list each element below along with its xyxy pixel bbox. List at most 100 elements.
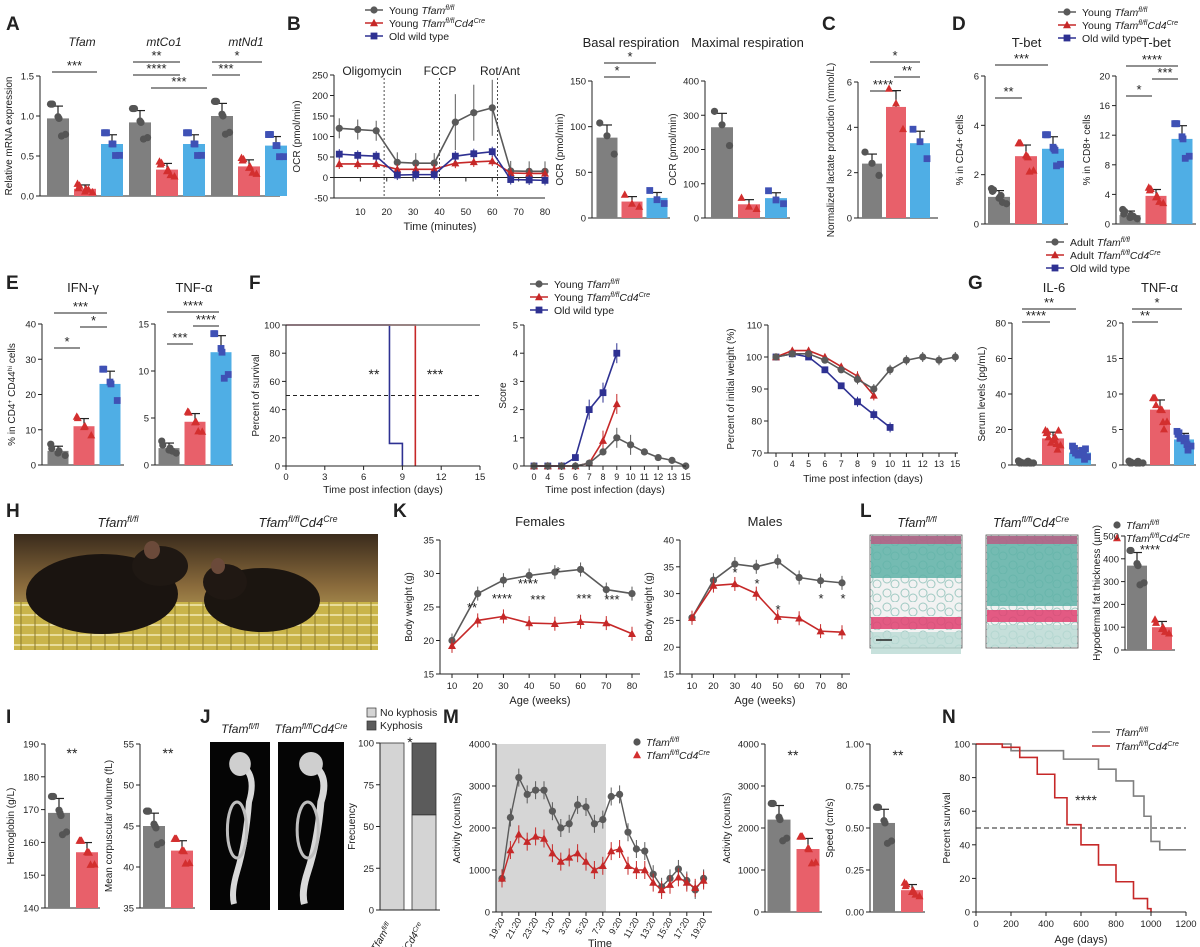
- x-tick-label: 20: [708, 681, 719, 692]
- marker-square: [1051, 146, 1059, 154]
- marker-triangle: [730, 579, 739, 588]
- chart-title: Females: [515, 514, 565, 529]
- bar: [873, 822, 895, 912]
- panel-C: *******: [870, 48, 920, 92]
- marker-triangle: [1146, 184, 1155, 193]
- marker-square: [1080, 451, 1087, 458]
- y-tick-label: 40: [269, 405, 280, 416]
- marker-square: [1074, 451, 1082, 459]
- x-tick-label: 3: [322, 472, 327, 483]
- skull: [229, 752, 251, 776]
- marker-circle: [219, 112, 227, 120]
- legend-entry: Tfamfl/fl: [1115, 726, 1148, 739]
- marker-triangle: [506, 168, 515, 177]
- significance-stars: ****: [1026, 308, 1046, 323]
- x-tick-label: 15: [475, 472, 486, 483]
- y-tick-label: 60: [269, 377, 280, 388]
- y-axis-label: Activity (counts): [452, 793, 463, 864]
- panel-letter-I: I: [6, 707, 11, 728]
- marker-square: [923, 155, 931, 163]
- marker-circle: [731, 560, 739, 568]
- marker-triangle: [192, 417, 200, 425]
- marker-triangle: [75, 181, 84, 189]
- marker-square: [211, 330, 219, 338]
- marker-square: [599, 389, 607, 397]
- marker-circle: [1129, 212, 1137, 220]
- x-tick-label: 12: [918, 459, 928, 469]
- axes-F3: 70 80 90 100 110 Percent of initial weight (%…: [726, 321, 958, 460]
- marker-triangle: [869, 391, 878, 399]
- y-tick-label: 4000: [469, 740, 490, 751]
- bar: [621, 201, 643, 218]
- y-axis-label: Hypodermal fat thickness (µm): [1092, 525, 1103, 661]
- y-tick-label: 10: [138, 367, 149, 378]
- bars-G2: [1125, 393, 1195, 467]
- x-axis-label: Time post infection (days): [545, 484, 665, 496]
- y-tick-label: 300: [683, 111, 699, 122]
- muscle-layer: [871, 617, 961, 629]
- marker-circle: [393, 158, 401, 166]
- marker-triangle: [1153, 191, 1161, 200]
- marker-circle: [607, 792, 615, 801]
- marker-triangle: [1016, 138, 1025, 147]
- x-tick-label: 12: [653, 472, 663, 482]
- bars-C: [861, 84, 931, 218]
- marker-triangle: [666, 880, 674, 888]
- significance-stars: **: [151, 48, 161, 63]
- y-tick-label: 5: [144, 414, 149, 425]
- marker-square: [854, 398, 861, 406]
- marker-square: [220, 374, 228, 382]
- x-tick-label: 5:20: [573, 916, 590, 936]
- marker-square: [772, 196, 780, 204]
- x-tick-label: 20: [381, 207, 392, 218]
- y-tick-label: 200: [1103, 600, 1119, 611]
- marker-square: [412, 171, 420, 179]
- marker-circle: [886, 366, 894, 374]
- x-tick-label: 10: [626, 472, 636, 482]
- axes-J: 0 25 50 75 100 Frecuency: [347, 739, 440, 917]
- y-axis-label: Speed (cm/s): [825, 798, 836, 857]
- y-tick-label: 100: [683, 179, 699, 190]
- marker-triangle: [1161, 627, 1169, 635]
- x-tick-label: 0: [773, 459, 778, 469]
- marker-circle: [48, 100, 57, 108]
- marker-triangle: [531, 832, 540, 840]
- bars-A0: [46, 100, 123, 196]
- skeleton-spine: [299, 758, 328, 905]
- marker-circle: [1063, 8, 1071, 16]
- marker-square: [116, 151, 123, 159]
- y-tick-label: 16: [1099, 101, 1110, 112]
- y-axis-label: OCR (pmol/min): [668, 113, 679, 185]
- marker-square: [1179, 135, 1187, 143]
- y-axis-label: OCR (pmol/min): [292, 100, 303, 172]
- x-tick-label: 10: [687, 681, 698, 692]
- y-tick-label: 45: [123, 822, 134, 833]
- ribcage: [225, 800, 249, 860]
- marker-circle: [470, 109, 478, 117]
- chart-title: IL-6: [1043, 280, 1065, 295]
- significance-stars: *: [234, 48, 239, 63]
- marker-circle: [1128, 459, 1136, 467]
- axes-B1: -50 0 50 100 150 200 250 OCR (pmol/min): [292, 71, 545, 205]
- significance-stars: *: [407, 734, 413, 750]
- significance-stars: **: [893, 747, 904, 763]
- marker-circle: [599, 448, 607, 456]
- x-axis-label: Time (minutes): [404, 221, 477, 233]
- marker-circle: [574, 801, 582, 809]
- marker-triangle: [164, 165, 172, 173]
- marker-circle: [868, 159, 876, 167]
- marker-circle: [795, 573, 803, 582]
- marker-square: [224, 371, 232, 378]
- marker-square: [107, 380, 115, 388]
- marker-square: [1187, 442, 1195, 450]
- legend-swatch: [366, 707, 377, 718]
- marker-triangle: [674, 873, 683, 881]
- y-axis-label: Percent survival: [942, 792, 953, 863]
- marker-circle: [139, 135, 148, 143]
- y-axis-label: Hemoglobin (g/L): [6, 788, 17, 865]
- marker-circle: [430, 159, 438, 167]
- panel-N: 0 200 400 600 800 1000 1200 Age (days) Tfamfl/fl…: [973, 726, 1196, 946]
- marker-circle: [989, 186, 998, 194]
- marker-circle: [451, 118, 459, 126]
- skull: [299, 752, 323, 776]
